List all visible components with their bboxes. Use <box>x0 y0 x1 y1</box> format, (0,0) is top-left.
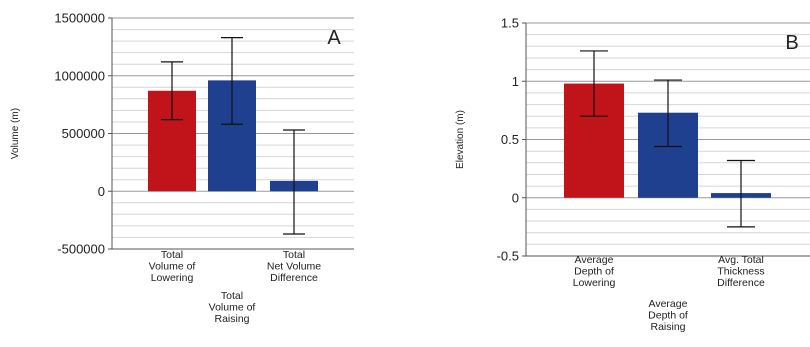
category-label: Total Volume of Lowering <box>149 249 196 284</box>
y-tick-label: 0 <box>512 190 519 205</box>
y-tick-label: 1000000 <box>54 68 105 83</box>
panel-label: A <box>327 27 341 49</box>
category-label: Avg. Total Thickness Difference <box>717 254 765 289</box>
y-tick-label: 1.5 <box>501 16 519 31</box>
category-label: Average Depth of Lowering <box>573 254 616 289</box>
y-tick-label: 0 <box>98 184 105 199</box>
y-tick-label: 500000 <box>62 126 105 141</box>
y-tick-label: -0.5 <box>497 249 519 264</box>
chart-panel-b: -0.5 0 0.5 1 1.5 Elevation (m) Average Depth of… <box>455 16 810 333</box>
panel-label: B <box>785 32 798 54</box>
category-label: Total Net Volume Difference <box>267 249 321 284</box>
category-label: Total Volume of Raising <box>209 290 256 325</box>
y-axis-label: Elevation (m) <box>455 110 466 169</box>
chart-panel-a: -500000 0 500000 1000000 1500000 Volume (m) To… <box>10 11 354 325</box>
y-tick-label: 0.5 <box>501 132 519 147</box>
y-tick-label: 1500000 <box>54 11 105 26</box>
y-tick-label: 1 <box>512 74 519 89</box>
category-label: Average Depth of Raising <box>648 298 688 333</box>
y-tick-label: -500000 <box>57 242 105 257</box>
y-axis-label: Volume (m) <box>10 108 21 159</box>
